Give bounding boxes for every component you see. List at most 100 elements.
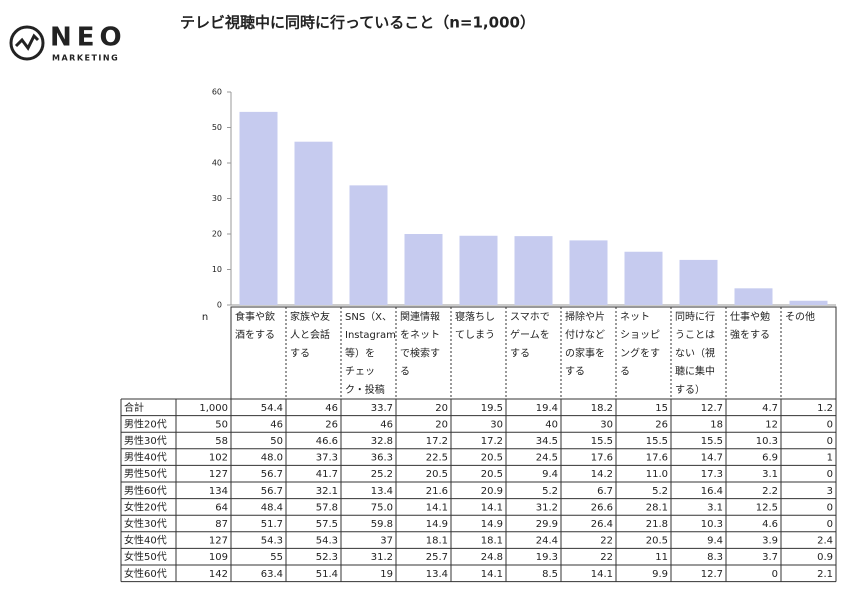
cell-value: 54.3 [316,536,338,547]
category-label: ゲームを [510,329,550,341]
cell-value: 36.3 [371,453,393,464]
cell-value: 6.9 [762,453,778,464]
category-label: ングをす [620,346,660,359]
cell-value: 15.5 [701,436,723,447]
category-label: する） [675,384,705,396]
cell-value: 9.9 [652,569,668,580]
cell-value: 14.1 [426,502,448,513]
cell-value: 48.4 [261,502,283,513]
y-tick-label: 0 [217,301,222,310]
cell-value: 9.4 [707,536,723,547]
cell-value: 40 [545,419,558,430]
cell-value: 29.9 [536,519,558,530]
cell-value: 12 [765,419,778,430]
cell-value: 14.2 [591,469,613,480]
cell-value: 24.4 [536,536,558,547]
cell-value: 51.7 [261,519,283,530]
cell-value: 5.2 [652,486,668,497]
cell-value: 14.1 [481,502,503,513]
logo-name: NEO [50,23,127,53]
row-n: 1,000 [199,403,228,414]
bar [734,288,773,305]
cell-value: 17.6 [646,453,668,464]
cell-value: 46 [325,403,338,414]
cell-value: 31.2 [371,552,393,563]
cell-value: 1.2 [817,403,833,414]
cell-value: 18.2 [591,403,613,414]
category-label: 付けなど [565,328,605,341]
row-label: 男性50代 [124,467,167,480]
row-label: 女性60代 [124,567,167,580]
logo-sub: MARKETING [52,54,119,63]
cell-value: 46 [380,419,393,430]
category-label: スマホで [510,311,550,323]
category-label: うことは [675,329,715,341]
category-label: で検索す [400,346,440,359]
cell-value: 12.7 [701,403,723,414]
cell-value: 55 [270,552,283,563]
cell-value: 32.1 [316,486,338,497]
cell-value: 56.7 [261,486,283,497]
cell-value: 20.5 [481,469,503,480]
cell-value: 28.1 [646,502,668,513]
category-label: 食事や飲 [235,310,275,323]
cell-value: 17.2 [426,436,448,447]
cell-value: 5.2 [542,486,558,497]
cell-value: 48.0 [261,453,283,464]
cell-value: 24.5 [536,453,558,464]
category-label: Instagram [345,330,396,341]
cell-value: 25.2 [371,469,393,480]
cell-value: 19 [380,569,393,580]
cell-value: 3.7 [762,552,778,563]
logo: NEO MARKETING [9,23,127,63]
cell-value: 17.2 [481,436,503,447]
bar [404,234,443,305]
logo-mark [14,33,40,51]
cell-value: 2.1 [817,569,833,580]
n-label: n [202,312,208,323]
category-label: チェッ [345,366,375,378]
row-label: 女性20代 [124,500,167,513]
cell-value: 3.1 [762,469,778,480]
category-label: 仕事や勉 [730,310,770,323]
cell-value: 8.3 [707,552,723,563]
cell-value: 0 [827,419,833,430]
row-label: 男性60代 [124,484,167,497]
cell-value: 15 [655,403,668,414]
cell-value: 14.1 [591,569,613,580]
cell-value: 0 [827,436,833,447]
cell-value: 12.7 [701,569,723,580]
row-n: 50 [215,419,228,430]
cell-value: 22.5 [426,453,448,464]
cell-value: 26.4 [591,519,613,530]
cell-value: 59.8 [371,519,393,530]
cell-value: 15.5 [591,436,613,447]
cell-value: 54.3 [261,536,283,547]
category-label: 強をする [730,328,770,341]
cell-value: 51.4 [316,569,338,580]
y-tick-label: 10 [212,265,222,274]
category-label: をネット [400,329,440,341]
cell-value: 20 [435,403,448,414]
category-label: る [400,366,410,378]
cell-value: 20.5 [646,536,668,547]
y-tick-label: 20 [212,230,222,239]
cell-value: 0 [772,569,778,580]
cell-value: 50 [270,436,283,447]
logo-icon [9,25,45,61]
category-label: する [290,347,310,359]
cell-value: 6.7 [597,486,613,497]
category-label: 関連情報 [400,310,440,323]
cell-value: 26.6 [591,502,613,513]
cell-value: 20 [435,419,448,430]
cell-value: 11 [655,552,668,563]
category-label: 寝落ちし [455,310,495,323]
cell-value: 20.5 [426,469,448,480]
bar [514,236,553,305]
category-label: する [510,347,530,359]
category-label: SNS（X、 [345,311,392,323]
cell-value: 34.5 [536,436,558,447]
cell-value: 14.1 [481,569,503,580]
y-tick-label: 30 [212,194,222,203]
